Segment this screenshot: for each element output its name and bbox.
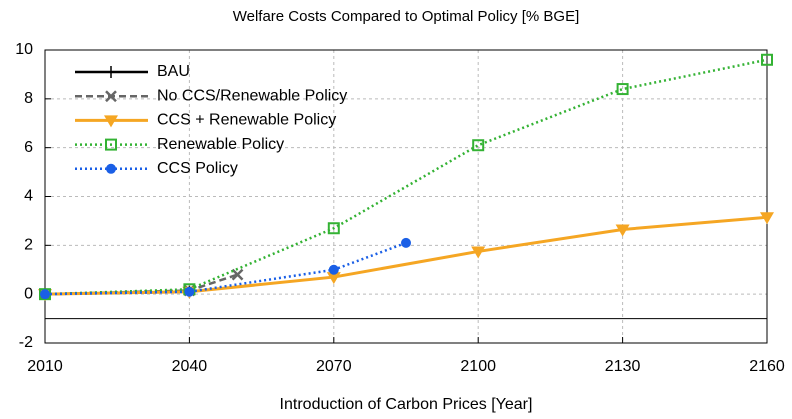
- x-tick-label: 2040: [172, 358, 208, 375]
- marker: [326, 272, 341, 285]
- marker: [615, 224, 630, 237]
- marker: [401, 237, 411, 248]
- marker: [105, 138, 117, 151]
- y-tick-label: 0: [24, 285, 33, 302]
- marker: [328, 264, 339, 275]
- marker: [231, 268, 244, 281]
- legend-label: CCS + Renewable Policy: [157, 112, 336, 129]
- x-tick-label: 2010: [27, 358, 63, 375]
- series-line: [44, 215, 768, 296]
- legend-label: BAU: [157, 63, 190, 80]
- x-tick-label: 2070: [316, 358, 352, 375]
- marker: [616, 83, 629, 96]
- marker: [40, 289, 50, 300]
- chart-title: Welfare Costs Compared to Optimal Policy…: [233, 8, 580, 25]
- legend-label: CCS Policy: [157, 160, 238, 177]
- legend-label: Renewable Policy: [157, 136, 284, 153]
- marker: [327, 222, 340, 235]
- y-tick-label: 2: [24, 237, 33, 254]
- plot-frame: [44, 49, 768, 344]
- legend-label: No CCS/Renewable Policy: [157, 87, 347, 104]
- marker: [105, 90, 117, 103]
- marker: [472, 139, 485, 152]
- x-axis-label: Introduction of Carbon Prices [Year]: [280, 396, 533, 413]
- y-tick-label: 8: [24, 90, 33, 107]
- marker: [184, 286, 195, 297]
- x-tick-label: 2100: [460, 358, 496, 375]
- y-tick-label: 10: [15, 41, 33, 58]
- series-line: [44, 241, 407, 296]
- x-tick-label: 2160: [749, 358, 785, 375]
- marker: [471, 246, 486, 259]
- series-line: [44, 58, 768, 296]
- y-tick-label: 6: [24, 139, 33, 156]
- y-tick-label: -2: [19, 334, 33, 351]
- y-tick-label: 4: [24, 188, 33, 205]
- marker: [104, 115, 118, 128]
- x-tick-label: 2130: [605, 358, 641, 375]
- marker: [105, 66, 117, 78]
- marker: [760, 212, 774, 225]
- marker: [761, 53, 773, 66]
- marker: [106, 163, 116, 174]
